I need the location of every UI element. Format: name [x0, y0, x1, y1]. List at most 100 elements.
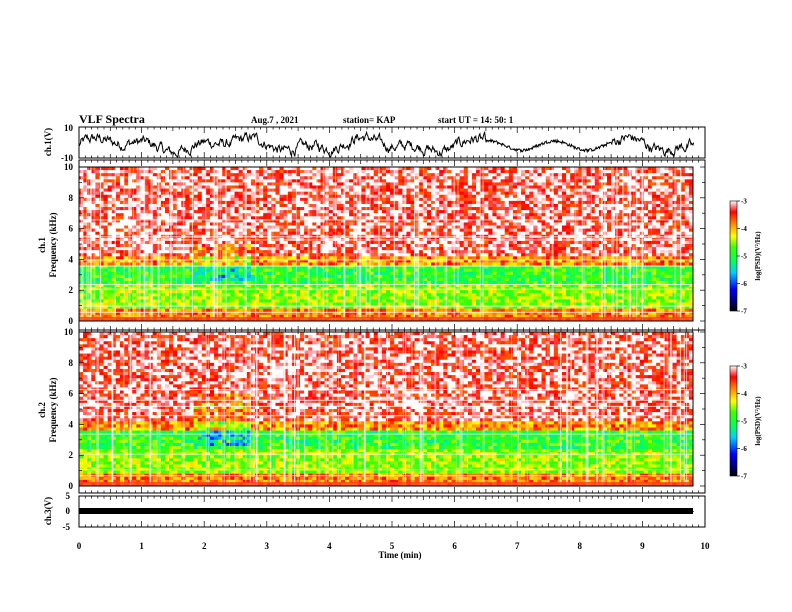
spectrogram-cell [300, 216, 305, 220]
spectrogram-cell [234, 207, 239, 211]
spectrogram-cell [267, 290, 272, 294]
spectrogram-cell [214, 265, 219, 269]
spectrogram-cell [201, 290, 207, 294]
spectrogram-cell [263, 265, 268, 269]
spectrogram-cell [275, 265, 280, 269]
spectrogram-cell [336, 305, 342, 309]
spectrogram-cell [230, 284, 235, 288]
spectrogram-cell [377, 247, 383, 251]
spectrogram-cell [259, 179, 264, 183]
spectrogram-cell [99, 213, 104, 217]
spectrogram-cell [173, 182, 178, 186]
spectrogram-cell [279, 173, 284, 177]
spectrogram-cell [431, 213, 436, 217]
spectrogram-cell [304, 185, 309, 189]
spectrogram-cell [312, 268, 317, 273]
spectrogram-cell [226, 240, 231, 245]
spectrogram-cell [250, 216, 256, 220]
spectrogram-cell [140, 216, 145, 220]
spectrogram-cell [422, 173, 428, 177]
spectrogram-cell [402, 216, 407, 220]
spectrogram-cell [439, 210, 444, 214]
spectrogram-cell [246, 265, 252, 269]
spectrogram-cell [189, 173, 194, 177]
spectrogram-cell [226, 274, 231, 279]
spectrogram-cell [418, 188, 424, 192]
spectrogram-cell [283, 305, 289, 309]
spectrogram-cell [103, 280, 108, 285]
spectrogram-cell [193, 170, 198, 174]
spectrogram-cell [99, 277, 104, 282]
spectrogram-cell [287, 268, 293, 273]
spectrogram-cell [185, 231, 190, 236]
spectrogram-cell [455, 274, 460, 279]
spectrogram-cell [381, 305, 387, 309]
spectrogram-cell [463, 179, 469, 183]
spectrogram-cell [463, 311, 469, 316]
spectrogram-cell [463, 268, 469, 273]
spectrogram-cell [230, 210, 235, 214]
spectrogram-cell [340, 197, 346, 202]
spectrogram-cell [349, 203, 354, 208]
spectrogram-cell [218, 191, 223, 196]
spectrogram-cell [459, 216, 465, 220]
spectrogram-cell [197, 268, 203, 273]
spectrogram-cell [230, 191, 235, 196]
spectrogram-cell [99, 280, 104, 285]
spectrogram-cell [300, 228, 305, 232]
spectrogram-cell [136, 280, 141, 285]
spectrogram-cell [398, 299, 403, 303]
spectrogram-cell [177, 293, 182, 297]
spectrogram-cell [312, 176, 317, 180]
spectrogram-cell [275, 302, 280, 306]
spectrogram-cell [267, 302, 272, 306]
spectrogram-cell [336, 207, 342, 211]
spectrogram-cell [340, 259, 346, 263]
spectrogram-cell [201, 256, 207, 260]
spectrogram-cell [316, 185, 321, 189]
spectrogram-cell [87, 210, 92, 214]
spectrogram-cell [422, 280, 428, 285]
spectrogram-cell [205, 197, 211, 202]
spectrogram-cell [345, 210, 350, 214]
spectrogram-cell [308, 176, 313, 180]
spectrogram-cell [250, 274, 256, 279]
spectrogram-cell [189, 213, 194, 217]
spectrogram-cell [291, 185, 297, 189]
spectrogram-cell [287, 250, 293, 254]
spectrogram-cell [398, 228, 403, 232]
spectrogram-cell [209, 225, 215, 229]
spectrogram-cell [140, 262, 145, 266]
spectrogram-cell [119, 213, 125, 217]
spectrogram-cell [238, 167, 244, 171]
spectrogram-cell [312, 179, 317, 183]
spectrogram-cell [177, 250, 182, 254]
spectrogram-cell [300, 305, 305, 309]
spectrogram-cell [226, 262, 231, 266]
spectrogram-cell [107, 188, 113, 192]
spectrogram-cell [259, 170, 264, 174]
spectrogram-cell [320, 274, 325, 279]
spectrogram-cell [177, 265, 182, 269]
spectrogram-cell [320, 262, 325, 266]
spectrogram-cell [214, 185, 219, 189]
spectrogram-cell [173, 305, 178, 309]
spectrogram-cell [316, 231, 321, 236]
spectrogram-cell [431, 200, 436, 205]
spectrogram-cell [91, 274, 96, 279]
spectrogram-cell [222, 179, 227, 183]
spectrogram-cell [308, 228, 313, 232]
spectrogram-cell [205, 262, 211, 266]
spectrogram-cell [316, 253, 321, 257]
spectrogram-cell [111, 284, 117, 288]
spectrogram-cell [377, 284, 383, 288]
spectrogram-cell [152, 256, 158, 260]
spectrogram-cell [295, 305, 301, 309]
spectrogram-cell [205, 207, 211, 211]
spectrogram-cell [140, 240, 145, 245]
spectrogram-cell [193, 277, 198, 282]
spectrogram-cell [422, 194, 428, 199]
spectrogram-cell [386, 203, 391, 208]
spectrogram-cell [107, 265, 113, 269]
spectrogram-cell [91, 277, 96, 282]
